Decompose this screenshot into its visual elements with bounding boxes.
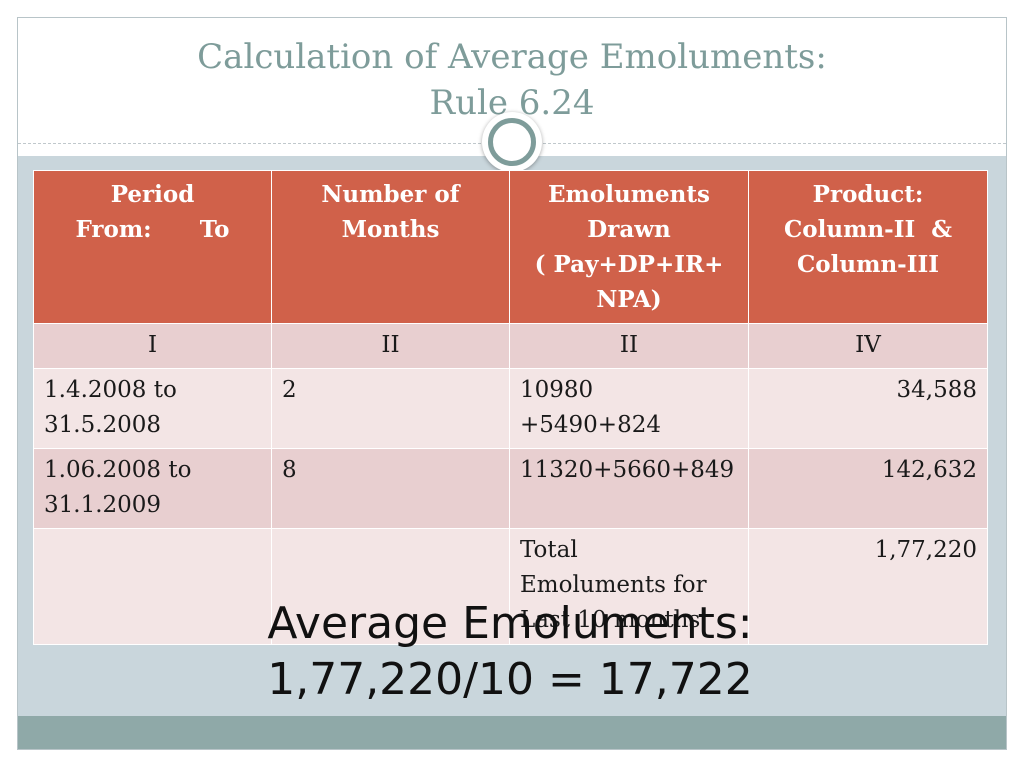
table-row: 1.06.2008 to 31.1.2009 8 11320+5660+849 … xyxy=(33,448,988,529)
average-emoluments-text: Average Emoluments: 1,77,220/10 = 17,722 xyxy=(230,596,790,708)
header-period: Period From: To xyxy=(33,170,272,324)
header-emoluments-line2: Drawn xyxy=(587,216,671,243)
header-emoluments-line3: ( Pay+DP+IR+ xyxy=(534,251,724,278)
circle-ornament-icon xyxy=(482,112,542,172)
cell-empty xyxy=(271,528,510,645)
header-months-line1: Number of xyxy=(321,181,460,208)
average-line1: Average Emoluments: xyxy=(267,598,753,649)
cell-emoluments: 10980 +5490+824 xyxy=(509,368,749,449)
header-product-line2: Column-II & xyxy=(783,216,952,243)
cell-period-line2: 31.1.2009 xyxy=(44,492,162,518)
emoluments-table: Period From: To Number of Months Emolume… xyxy=(33,170,988,645)
total-label-line3: Last 10 months xyxy=(520,607,701,633)
total-label-line1: Total xyxy=(520,537,578,563)
cell-period-line2: 31.5.2008 xyxy=(44,412,162,438)
cell-months: 8 xyxy=(271,448,510,529)
total-row: Total Emoluments for Last 10 months 1,77… xyxy=(33,528,988,645)
table-row: 1.4.2008 to 31.5.2008 2 10980 +5490+824 … xyxy=(33,368,988,449)
header-emoluments-line1: Emoluments xyxy=(548,181,710,208)
cell-period: 1.06.2008 to 31.1.2009 xyxy=(33,448,272,529)
total-label-line2: Emoluments for xyxy=(520,572,707,598)
average-line2: 1,77,220/10 = 17,722 xyxy=(267,654,753,705)
cell-period-line1: 1.06.2008 to xyxy=(44,457,192,483)
cell-period: 1.4.2008 to 31.5.2008 xyxy=(33,368,272,449)
cell-months: 2 xyxy=(271,368,510,449)
column-number-4: IV xyxy=(748,323,988,369)
header-row: Period From: To Number of Months Emolume… xyxy=(33,170,988,324)
header-product: Product: Column-II & Column-III xyxy=(748,170,988,324)
cell-empty xyxy=(33,528,272,645)
header-product-line1: Product: xyxy=(812,181,924,208)
header-months-line2: Months xyxy=(341,216,440,243)
header-period-line1: Period xyxy=(110,181,195,208)
footer-band xyxy=(18,716,1006,749)
cell-period-line1: 1.4.2008 to xyxy=(44,377,177,403)
column-number-row: I II II IV xyxy=(33,323,988,369)
slide-title: Calculation of Average Emoluments: Rule … xyxy=(18,34,1006,126)
header-emoluments: Emoluments Drawn ( Pay+DP+IR+ NPA) xyxy=(509,170,749,324)
column-number-2: II xyxy=(271,323,510,369)
cell-product: 34,588 xyxy=(748,368,988,449)
header-emoluments-line4: NPA) xyxy=(596,286,662,313)
slide-title-line1: Calculation of Average Emoluments: xyxy=(197,37,827,77)
cell-emoluments: 11320+5660+849 xyxy=(509,448,749,529)
total-label: Total Emoluments for Last 10 months xyxy=(509,528,749,645)
total-value: 1,77,220 xyxy=(748,528,988,645)
header-product-line3: Column-III xyxy=(797,251,939,278)
column-number-3: II xyxy=(509,323,749,369)
cell-product: 142,632 xyxy=(748,448,988,529)
header-period-line2: From: To xyxy=(75,216,230,243)
column-number-1: I xyxy=(33,323,272,369)
circle-ornament-ring xyxy=(488,118,536,166)
header-months: Number of Months xyxy=(271,170,510,324)
